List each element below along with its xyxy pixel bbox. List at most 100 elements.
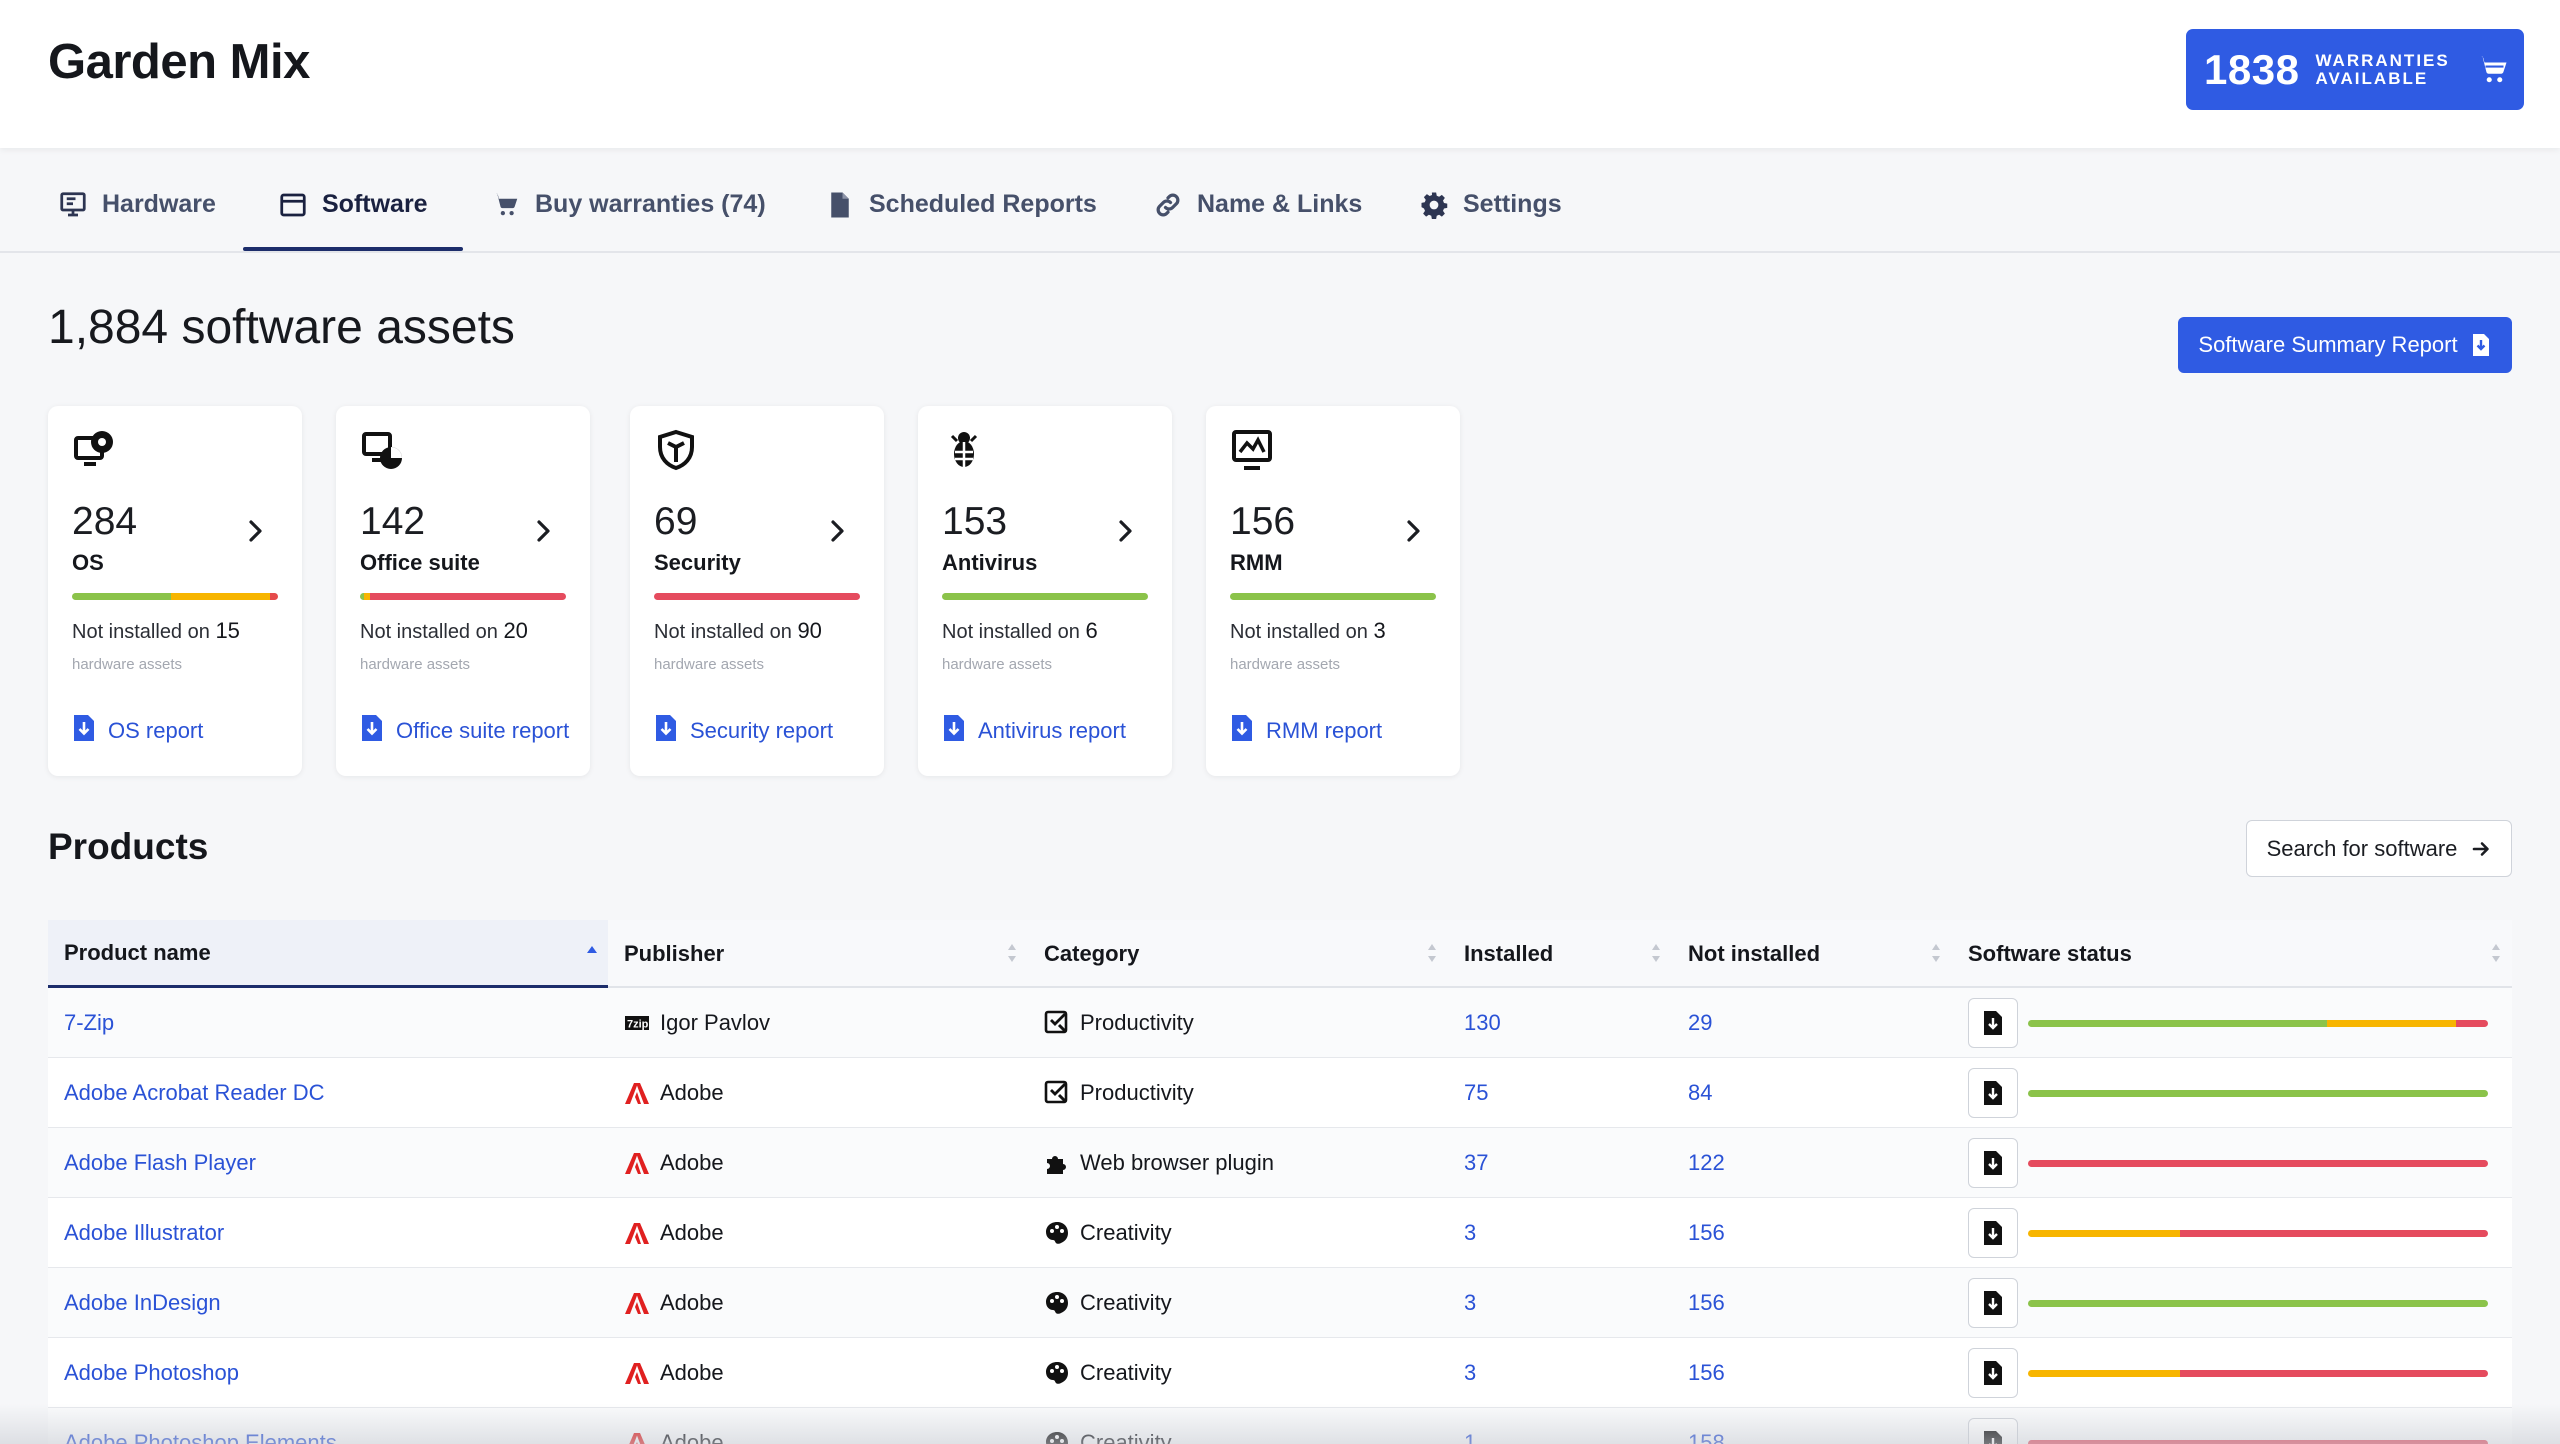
- status-action-cell: [1952, 1338, 2028, 1408]
- product-name-link[interactable]: Adobe Flash Player: [64, 1150, 256, 1175]
- card-status-bar: [654, 593, 860, 600]
- svg-text:7zip: 7zip: [627, 1019, 649, 1031]
- software-status-bar: [2028, 1160, 2488, 1167]
- installed-count-link[interactable]: 3: [1464, 1360, 1477, 1385]
- installed-count-link[interactable]: 3: [1464, 1220, 1477, 1245]
- card-report-link[interactable]: Office suite report: [360, 714, 569, 748]
- software-summary-report-button[interactable]: Software Summary Report: [2178, 317, 2512, 373]
- category-name: Creativity: [1080, 1430, 1172, 1444]
- report-label: Antivirus report: [978, 718, 1126, 743]
- status-segment: [269, 593, 278, 600]
- search-for-software-button[interactable]: Search for software: [2246, 820, 2512, 877]
- tab-name-links[interactable]: Name & Links: [1118, 190, 1397, 251]
- not-installed-count-link[interactable]: 158: [1688, 1430, 1725, 1444]
- office-suite-icon: [360, 428, 404, 472]
- product-name-link[interactable]: 7-Zip: [64, 1010, 115, 1035]
- installed-cell: 1: [1448, 1408, 1672, 1444]
- category-name: Creativity: [1080, 1290, 1172, 1315]
- product-name-link[interactable]: Adobe Illustrator: [64, 1220, 225, 1245]
- installed-count-link[interactable]: 3: [1464, 1290, 1477, 1315]
- installed-count-link[interactable]: 37: [1464, 1150, 1489, 1175]
- product-name-link[interactable]: Adobe Photoshop Elements: [64, 1430, 337, 1444]
- download-report-button[interactable]: [1968, 998, 2018, 1048]
- product-name-link[interactable]: Adobe Acrobat Reader DC: [64, 1080, 325, 1105]
- adobe-logo-icon: [624, 1080, 650, 1106]
- tab-software[interactable]: Software: [243, 190, 463, 251]
- installed-cell: 37: [1448, 1128, 1672, 1198]
- card-report-link[interactable]: Security report: [654, 714, 833, 748]
- hardware-assets-label: hardware assets: [654, 656, 765, 673]
- software-status-bar: [2028, 1090, 2488, 1097]
- download-report-icon: [1230, 714, 1254, 748]
- tab-buy-warranties[interactable]: Buy warranties (74): [456, 190, 801, 251]
- chevron-right-icon[interactable]: [1114, 518, 1136, 544]
- download-report-icon: [2472, 334, 2489, 356]
- not-installed-count: 15: [215, 618, 240, 643]
- tab-hardware[interactable]: Hardware: [23, 190, 251, 251]
- adobe-logo-icon: [624, 1150, 650, 1176]
- not-installed-count-link[interactable]: 156: [1688, 1290, 1725, 1315]
- adobe-logo-icon: [624, 1360, 650, 1386]
- product-name-link[interactable]: Adobe Photoshop: [64, 1360, 239, 1385]
- not-installed-count: 20: [503, 618, 528, 643]
- category-cell: Creativity: [1028, 1408, 1448, 1444]
- column-header-category[interactable]: Category: [1028, 920, 1448, 988]
- download-report-button[interactable]: [1968, 1278, 2018, 1328]
- chevron-right-icon[interactable]: [532, 518, 554, 544]
- column-header-installed[interactable]: Installed: [1448, 920, 1672, 988]
- not-installed-count-link[interactable]: 156: [1688, 1360, 1725, 1385]
- not-installed-count-link[interactable]: 156: [1688, 1220, 1725, 1245]
- download-file-icon: [1982, 1290, 2004, 1316]
- column-header-software-status[interactable]: Software status: [1952, 920, 2512, 988]
- status-segment: [2028, 1300, 2488, 1307]
- chevron-right-icon[interactable]: [1402, 518, 1424, 544]
- chevron-right-icon[interactable]: [244, 518, 266, 544]
- column-header-product-name[interactable]: Product name: [48, 920, 608, 988]
- palette-icon: [1044, 1290, 1070, 1316]
- download-report-button[interactable]: [1968, 1208, 2018, 1258]
- not-installed-count-link[interactable]: 29: [1688, 1010, 1713, 1035]
- status-segment: [2028, 1440, 2488, 1444]
- download-report-icon: [72, 714, 96, 748]
- card-status-bar: [1230, 593, 1436, 600]
- category-cell: Productivity: [1028, 1058, 1448, 1128]
- card-count: 69: [654, 500, 698, 543]
- card-status-bar: [72, 593, 278, 600]
- column-label: Product name: [64, 939, 211, 965]
- publisher-cell: Adobe: [608, 1128, 1028, 1198]
- adobe-logo-icon: [624, 1430, 650, 1444]
- warranties-available-button[interactable]: 1838 WARRANTIES AVAILABLE: [2186, 29, 2524, 110]
- download-report-button[interactable]: [1968, 1138, 2018, 1188]
- download-report-button[interactable]: [1968, 1348, 2018, 1398]
- download-report-button[interactable]: [1968, 1068, 2018, 1118]
- not-installed-count-link[interactable]: 84: [1688, 1080, 1713, 1105]
- tab-scheduled-reports[interactable]: Scheduled Reports: [790, 190, 1132, 251]
- hardware-icon: [60, 192, 86, 217]
- card-category: OS: [72, 550, 104, 575]
- column-header-publisher[interactable]: Publisher: [608, 920, 1028, 988]
- card-report-link[interactable]: RMM report: [1230, 714, 1382, 748]
- tab-settings[interactable]: Settings: [1384, 190, 1597, 251]
- card-category: Office suite: [360, 550, 480, 575]
- column-label: Not installed: [1688, 941, 1821, 966]
- download-file-icon: [1982, 1010, 2004, 1036]
- card-count: 156: [1230, 500, 1296, 543]
- column-header-not-installed[interactable]: Not installed: [1672, 920, 1952, 988]
- installed-count-link[interactable]: 1: [1464, 1430, 1477, 1444]
- not-installed-count: 3: [1373, 618, 1386, 643]
- chevron-right-icon[interactable]: [826, 518, 848, 544]
- hardware-assets-label: hardware assets: [1230, 656, 1341, 673]
- shield-icon: [654, 428, 698, 472]
- installed-count-link[interactable]: 130: [1464, 1010, 1501, 1035]
- installed-count-link[interactable]: 75: [1464, 1080, 1489, 1105]
- card-report-link[interactable]: Antivirus report: [942, 714, 1126, 748]
- card-report-link[interactable]: OS report: [72, 714, 203, 748]
- download-report-button[interactable]: [1968, 1418, 2018, 1444]
- table-row: Adobe InDesign Adobe Creativity 3 156: [48, 1268, 2512, 1338]
- software-status-bar: [2028, 1020, 2488, 1027]
- card-category: Security: [654, 550, 741, 575]
- status-segment: [2028, 1020, 2327, 1027]
- category-name: Creativity: [1080, 1220, 1172, 1245]
- not-installed-count-link[interactable]: 122: [1688, 1150, 1725, 1175]
- product-name-link[interactable]: Adobe InDesign: [64, 1290, 221, 1315]
